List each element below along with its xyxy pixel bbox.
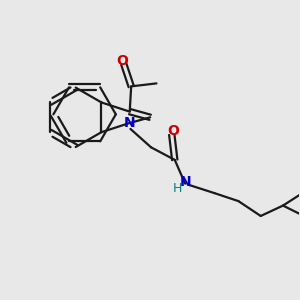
Text: H: H <box>172 182 182 195</box>
Text: N: N <box>179 175 191 189</box>
Text: N: N <box>124 116 136 130</box>
Text: O: O <box>167 124 179 138</box>
Text: O: O <box>116 53 128 68</box>
